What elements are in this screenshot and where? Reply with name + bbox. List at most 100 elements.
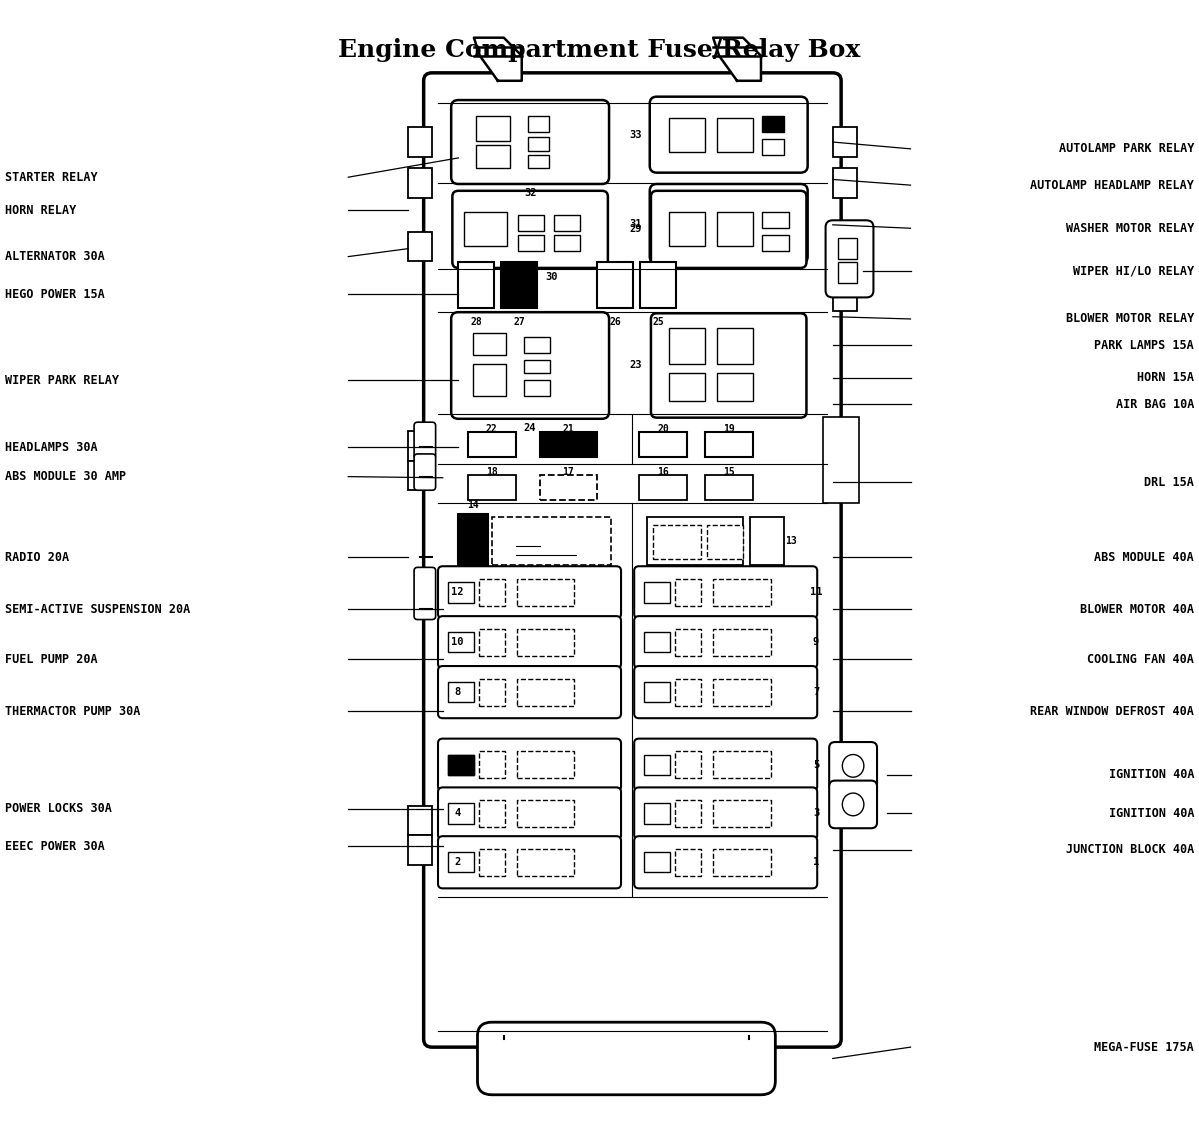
Text: THERMACTOR PUMP 30A: THERMACTOR PUMP 30A <box>5 705 140 717</box>
Text: RADIO 20A: RADIO 20A <box>5 550 70 564</box>
Text: 9: 9 <box>813 637 819 647</box>
FancyBboxPatch shape <box>669 213 705 247</box>
FancyBboxPatch shape <box>492 517 611 565</box>
FancyBboxPatch shape <box>517 679 574 706</box>
Text: JUNCTION BLOCK 40A: JUNCTION BLOCK 40A <box>1066 844 1194 856</box>
FancyBboxPatch shape <box>644 852 670 872</box>
FancyBboxPatch shape <box>713 679 771 706</box>
FancyBboxPatch shape <box>438 788 621 839</box>
FancyBboxPatch shape <box>518 215 544 231</box>
Text: 10: 10 <box>451 637 463 647</box>
FancyBboxPatch shape <box>554 235 580 251</box>
FancyBboxPatch shape <box>644 582 670 603</box>
FancyBboxPatch shape <box>634 788 818 839</box>
Text: 2: 2 <box>454 857 460 868</box>
FancyBboxPatch shape <box>675 679 701 706</box>
FancyBboxPatch shape <box>717 207 753 243</box>
Text: 11: 11 <box>809 588 823 597</box>
Text: ALTERNATOR 30A: ALTERNATOR 30A <box>5 250 104 263</box>
Text: AUTOLAMP PARK RELAY: AUTOLAMP PARK RELAY <box>1059 142 1194 156</box>
FancyBboxPatch shape <box>713 800 771 827</box>
FancyBboxPatch shape <box>838 239 857 259</box>
Text: HORN 15A: HORN 15A <box>1137 372 1194 384</box>
FancyBboxPatch shape <box>408 232 432 262</box>
FancyBboxPatch shape <box>597 263 633 308</box>
FancyBboxPatch shape <box>452 191 608 268</box>
Text: 16: 16 <box>657 467 669 478</box>
FancyBboxPatch shape <box>751 517 784 565</box>
FancyBboxPatch shape <box>705 432 753 457</box>
FancyBboxPatch shape <box>713 579 771 606</box>
FancyBboxPatch shape <box>705 475 753 500</box>
FancyBboxPatch shape <box>438 566 621 619</box>
FancyBboxPatch shape <box>517 848 574 875</box>
Polygon shape <box>474 38 522 81</box>
FancyBboxPatch shape <box>408 127 432 157</box>
FancyBboxPatch shape <box>833 168 857 198</box>
FancyBboxPatch shape <box>824 416 858 503</box>
FancyBboxPatch shape <box>518 235 544 251</box>
FancyBboxPatch shape <box>717 118 753 152</box>
Text: ABS MODULE 40A: ABS MODULE 40A <box>1095 550 1194 564</box>
FancyBboxPatch shape <box>717 213 753 247</box>
FancyBboxPatch shape <box>476 116 510 141</box>
Text: 30: 30 <box>546 272 558 282</box>
FancyBboxPatch shape <box>830 742 876 790</box>
FancyBboxPatch shape <box>447 632 474 653</box>
Text: HEGO POWER 15A: HEGO POWER 15A <box>5 288 104 300</box>
FancyBboxPatch shape <box>838 263 857 283</box>
Text: IGNITION 40A: IGNITION 40A <box>1109 769 1194 781</box>
Text: WIPER HI/LO RELAY: WIPER HI/LO RELAY <box>1073 265 1194 277</box>
Text: 13: 13 <box>785 537 797 546</box>
FancyBboxPatch shape <box>478 800 505 827</box>
Text: IGNITION 40A: IGNITION 40A <box>1109 807 1194 820</box>
Text: 4: 4 <box>454 808 460 819</box>
FancyBboxPatch shape <box>414 422 435 458</box>
Text: 26: 26 <box>609 317 621 327</box>
FancyBboxPatch shape <box>651 191 807 268</box>
Text: 28: 28 <box>470 317 482 327</box>
FancyBboxPatch shape <box>451 100 609 184</box>
FancyBboxPatch shape <box>644 803 670 823</box>
Text: 23: 23 <box>629 360 641 371</box>
FancyBboxPatch shape <box>644 632 670 653</box>
Text: 14: 14 <box>466 500 478 511</box>
FancyBboxPatch shape <box>438 836 621 888</box>
FancyBboxPatch shape <box>478 629 505 656</box>
Text: EEEC POWER 30A: EEEC POWER 30A <box>5 840 104 853</box>
FancyBboxPatch shape <box>524 380 550 396</box>
FancyBboxPatch shape <box>528 138 549 151</box>
FancyBboxPatch shape <box>644 755 670 775</box>
FancyBboxPatch shape <box>524 337 550 352</box>
Text: WASHER MOTOR RELAY: WASHER MOTOR RELAY <box>1066 222 1194 234</box>
FancyBboxPatch shape <box>528 155 549 168</box>
Text: 24: 24 <box>524 423 536 433</box>
FancyBboxPatch shape <box>763 205 784 221</box>
FancyBboxPatch shape <box>438 739 621 791</box>
FancyBboxPatch shape <box>639 432 687 457</box>
FancyBboxPatch shape <box>447 852 474 872</box>
Text: 32: 32 <box>524 188 536 198</box>
Text: 1: 1 <box>813 857 819 868</box>
FancyBboxPatch shape <box>833 761 857 790</box>
Text: ABS MODULE 30 AMP: ABS MODULE 30 AMP <box>5 470 126 483</box>
Text: 27: 27 <box>513 317 525 327</box>
FancyBboxPatch shape <box>826 221 873 298</box>
FancyBboxPatch shape <box>763 116 784 132</box>
FancyBboxPatch shape <box>517 752 574 779</box>
FancyBboxPatch shape <box>763 235 789 251</box>
Text: BLOWER MOTOR 40A: BLOWER MOTOR 40A <box>1080 603 1194 616</box>
Text: REAR WINDOW DEFROST 40A: REAR WINDOW DEFROST 40A <box>1030 705 1194 717</box>
Text: WIPER PARK RELAY: WIPER PARK RELAY <box>5 374 119 387</box>
FancyBboxPatch shape <box>675 848 701 875</box>
FancyBboxPatch shape <box>707 525 743 559</box>
Text: AIR BAG 10A: AIR BAG 10A <box>1115 398 1194 410</box>
FancyBboxPatch shape <box>447 582 474 603</box>
FancyBboxPatch shape <box>478 752 505 779</box>
Text: 29: 29 <box>629 224 641 234</box>
Text: 6: 6 <box>454 760 460 770</box>
FancyBboxPatch shape <box>408 460 432 490</box>
FancyBboxPatch shape <box>717 329 753 364</box>
Text: 5: 5 <box>813 760 819 770</box>
FancyBboxPatch shape <box>472 364 506 396</box>
